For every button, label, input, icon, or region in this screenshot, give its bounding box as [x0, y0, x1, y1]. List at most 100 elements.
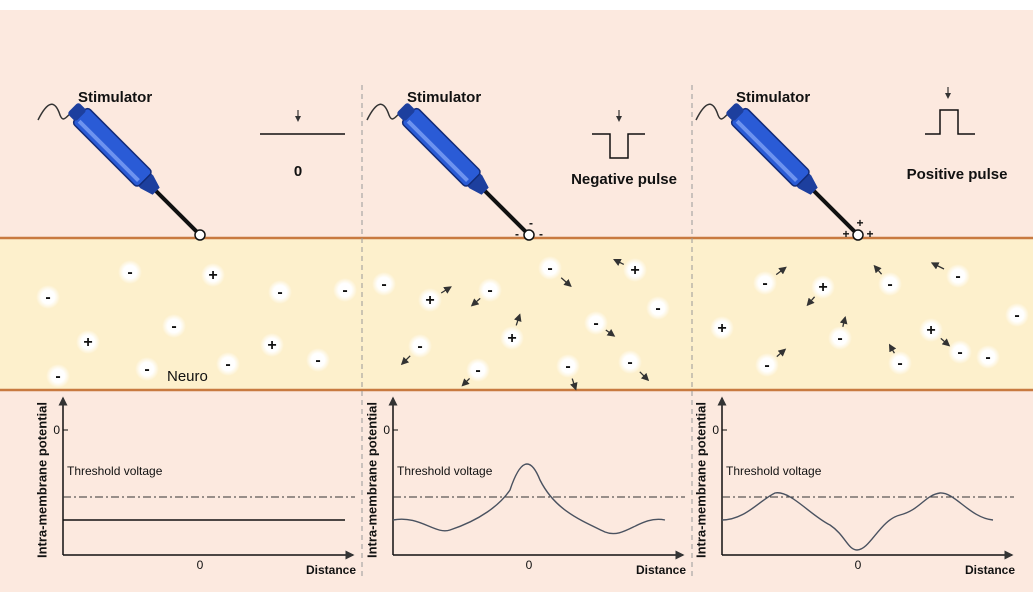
ion-glow — [372, 272, 396, 296]
probe-rod — [479, 185, 527, 233]
ion-arrow — [873, 264, 883, 275]
threshold-label: Threshold voltage — [397, 464, 493, 478]
ion-arrow — [839, 315, 848, 327]
probe-cap — [397, 103, 415, 121]
ion-glow — [36, 285, 60, 309]
potential-curve — [721, 492, 994, 551]
probe-rod — [150, 185, 198, 233]
x-zero: 0 — [197, 558, 204, 572]
ion-glow — [466, 358, 490, 382]
ion-glow — [948, 340, 972, 364]
y-zero: 0 — [712, 423, 719, 437]
tip-charge: + — [856, 216, 863, 230]
probe-tip — [795, 172, 818, 195]
ion: - — [762, 275, 767, 292]
pulse-shape — [925, 109, 975, 135]
y-axis-label: Intra-membrane potential — [693, 402, 708, 558]
probe-rod — [808, 185, 856, 233]
ion-arrow — [570, 378, 578, 391]
ion: - — [45, 289, 50, 306]
ion-glow — [556, 354, 580, 378]
ion: - — [764, 357, 769, 374]
probe-electrode — [523, 229, 535, 241]
tip-charge: - — [539, 227, 543, 241]
ion-glow — [755, 353, 779, 377]
stimulator — [68, 103, 198, 233]
probe-cap — [726, 103, 744, 121]
ion: + — [208, 267, 217, 284]
pulse-label: Negative pulse — [571, 171, 677, 188]
ion-glow — [878, 272, 902, 296]
ion-glow — [976, 345, 1000, 369]
ion-glow — [76, 330, 100, 354]
ion-glow — [333, 278, 357, 302]
ion-arrow — [560, 277, 572, 288]
ion: + — [818, 279, 827, 296]
ion: - — [897, 355, 902, 372]
tip-charge: - — [515, 227, 519, 241]
stimulator — [726, 103, 856, 233]
ion: + — [926, 322, 935, 339]
ion-arrow — [605, 329, 616, 337]
ion-glow — [753, 271, 777, 295]
tip-charge: + — [866, 227, 873, 241]
x-axis-label: Distance — [306, 563, 356, 577]
ion: - — [985, 349, 990, 366]
ion-glow — [306, 348, 330, 372]
ion-glow — [118, 260, 142, 284]
ion-glow — [828, 326, 852, 350]
ion-glow — [811, 275, 835, 299]
ion-arrow — [888, 343, 897, 354]
probe-electrode — [194, 229, 206, 241]
ion: - — [417, 338, 422, 355]
ion-glow — [162, 314, 186, 338]
ion: - — [627, 354, 632, 371]
ion-glow — [135, 357, 159, 381]
ion-glow — [1005, 303, 1029, 327]
probe-highlight — [77, 119, 140, 182]
ion: + — [83, 334, 92, 351]
ion-arrow — [470, 297, 481, 307]
ion: - — [342, 282, 347, 299]
y-axis-label: Intra-membrane potential — [364, 402, 379, 558]
ion: - — [593, 315, 598, 332]
ion-glow — [478, 278, 502, 302]
pulse-shape — [592, 133, 645, 159]
ion-arrow — [639, 371, 650, 382]
ion: - — [171, 318, 176, 335]
y-zero: 0 — [53, 423, 60, 437]
ion-glow — [919, 318, 943, 342]
ion: - — [487, 282, 492, 299]
ion-glow — [584, 311, 608, 335]
x-zero: 0 — [526, 558, 533, 572]
ion: + — [630, 262, 639, 279]
neuron-label: Neuro — [167, 368, 208, 385]
ion-glow — [538, 256, 562, 280]
ion: - — [225, 356, 230, 373]
ion-glow — [216, 352, 240, 376]
stimulator-label: Stimulator — [78, 89, 152, 106]
ion: - — [144, 361, 149, 378]
ion: + — [717, 320, 726, 337]
stimulator-label: Stimulator — [407, 89, 481, 106]
probe-tip — [137, 172, 160, 195]
pulse-label: Positive pulse — [907, 166, 1008, 183]
ion: - — [381, 276, 386, 293]
ion: - — [547, 260, 552, 277]
ion-arrow — [930, 262, 945, 270]
ion-arrow — [514, 313, 522, 326]
ion-glow — [946, 264, 970, 288]
ion-arrow — [613, 259, 625, 266]
ion: - — [837, 330, 842, 347]
ion-glow — [646, 296, 670, 320]
probe-highlight — [735, 119, 798, 182]
ion-arrow — [940, 337, 951, 347]
ion: + — [267, 337, 276, 354]
ion: - — [957, 344, 962, 361]
ion: - — [887, 276, 892, 293]
ion-arrow — [806, 296, 816, 307]
ion-glow — [710, 316, 734, 340]
ion: + — [425, 292, 434, 309]
ion-arrow — [440, 286, 452, 294]
ion-glow — [618, 350, 642, 374]
